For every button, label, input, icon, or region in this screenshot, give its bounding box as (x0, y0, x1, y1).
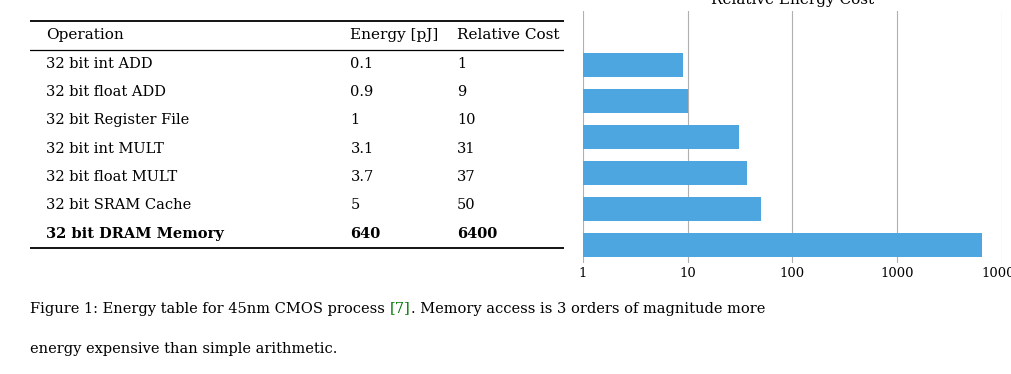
Bar (0, 53, 682, 77)
Text: 32 bit Register File: 32 bit Register File (47, 113, 189, 128)
Text: 9: 9 (457, 85, 466, 99)
Text: 32 bit int ADD: 32 bit int ADD (47, 57, 153, 71)
Bar (0, 162, 746, 185)
Text: 32 bit float ADD: 32 bit float ADD (47, 85, 166, 99)
Text: 3.7: 3.7 (350, 170, 373, 184)
Text: 50: 50 (457, 199, 475, 212)
Text: 640: 640 (350, 227, 380, 241)
Text: Operation: Operation (47, 28, 124, 43)
Text: 6400: 6400 (457, 227, 496, 241)
Text: 0.1: 0.1 (350, 57, 373, 71)
Bar (0, 125, 738, 149)
Text: Relative Cost: Relative Cost (457, 28, 559, 43)
Text: 10: 10 (457, 113, 475, 128)
Bar (0, 18, 582, 41)
Text: Energy [pJ]: Energy [pJ] (350, 28, 438, 43)
Title: Relative Energy Cost: Relative Energy Cost (710, 0, 874, 7)
Bar (0, 89, 686, 113)
Text: energy expensive than simple arithmetic.: energy expensive than simple arithmetic. (30, 342, 338, 356)
Text: 31: 31 (457, 142, 475, 156)
Text: 32 bit int MULT: 32 bit int MULT (47, 142, 164, 156)
Text: [7]: [7] (389, 301, 410, 316)
Text: 5: 5 (350, 199, 359, 212)
Text: 1: 1 (457, 57, 466, 71)
Text: 3.1: 3.1 (350, 142, 373, 156)
Text: 32 bit DRAM Memory: 32 bit DRAM Memory (47, 227, 223, 241)
Text: . Memory access is 3 orders of magnitude more: . Memory access is 3 orders of magnitude… (410, 301, 764, 316)
Bar (0, 233, 981, 257)
Text: 0.9: 0.9 (350, 85, 373, 99)
Bar (0, 197, 760, 221)
Text: 32 bit SRAM Cache: 32 bit SRAM Cache (47, 199, 191, 212)
Text: 1: 1 (350, 113, 359, 128)
Text: 32 bit float MULT: 32 bit float MULT (47, 170, 178, 184)
Text: Figure 1: Energy table for 45nm CMOS process: Figure 1: Energy table for 45nm CMOS pro… (30, 301, 389, 316)
Text: 37: 37 (457, 170, 475, 184)
